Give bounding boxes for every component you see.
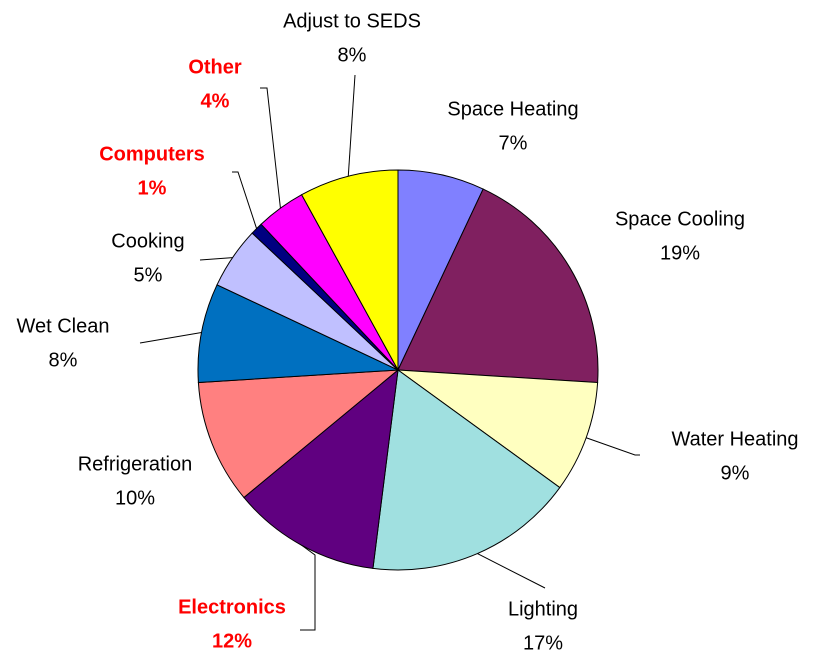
pie-slice [243, 368, 399, 569]
slice-label: Adjust to SEDS [283, 10, 421, 32]
slice-label: Space Heating [447, 98, 578, 120]
slice-value-label: 10% [115, 487, 155, 509]
slice-label: Wet Clean [16, 315, 109, 337]
slice-label: Cooking [111, 230, 184, 252]
slice-label: Space Cooling [615, 208, 745, 230]
slice-value-label: 8% [49, 349, 78, 371]
slice-value-label: 7% [499, 132, 528, 154]
slice-label: Lighting [508, 598, 578, 620]
leader-line [347, 74, 356, 177]
slice-label: Refrigeration [78, 453, 193, 475]
slice-value-label: 8% [338, 44, 367, 66]
slice-label: Electronics [178, 596, 286, 618]
slice-value-label: 19% [660, 242, 700, 264]
slice-value-label: 1% [138, 177, 167, 199]
pie-slice [300, 169, 399, 371]
pie-slice [397, 188, 599, 384]
slice-value-label: 17% [523, 632, 563, 654]
leader-line [260, 87, 281, 209]
leader-line [586, 437, 640, 456]
slice-value-label: 9% [721, 462, 750, 484]
slice-label: Other [188, 56, 242, 78]
pie-slice [197, 369, 400, 499]
pie-slice [197, 284, 399, 384]
leader-line [199, 257, 233, 261]
slice-value-label: 4% [201, 90, 230, 112]
pie-slice [396, 369, 599, 489]
leader-line [232, 171, 258, 229]
leader-line [139, 332, 202, 344]
slice-value-label: 12% [212, 630, 252, 652]
leader-line [300, 544, 316, 631]
slice-value-label: 5% [134, 264, 163, 286]
slice-label: Computers [99, 143, 205, 165]
leader-line [477, 553, 546, 589]
pie-slice [372, 369, 561, 571]
slice-label: Water Heating [671, 428, 798, 450]
